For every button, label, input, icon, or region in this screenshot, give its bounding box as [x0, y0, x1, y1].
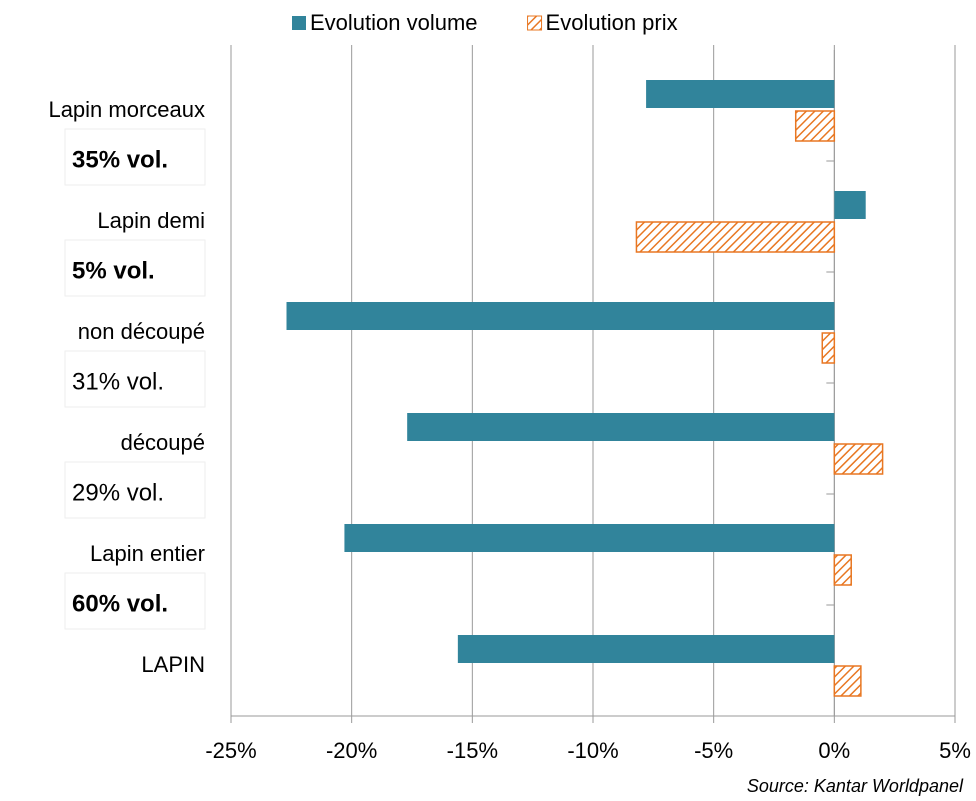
annotation: 35% vol.: [72, 146, 168, 173]
x-tick-label: -20%: [326, 738, 377, 763]
annotation: 60% vol.: [72, 590, 168, 617]
x-tick-label: -10%: [567, 738, 618, 763]
bar: [794, 110, 836, 142]
legend-swatch: [292, 16, 306, 30]
bar: [646, 80, 835, 108]
bar: [833, 665, 862, 697]
bar: [833, 554, 852, 586]
annotation: 29% vol.: [72, 479, 164, 506]
bar: [286, 302, 835, 330]
x-tick-label: 5%: [939, 738, 971, 763]
category-label: Lapin morceaux: [48, 97, 205, 122]
legend-label: Evolution volume: [310, 10, 478, 35]
category-label: Lapin entier: [90, 541, 205, 566]
bar: [834, 191, 866, 219]
annotation-box: [64, 239, 206, 297]
x-tick-label: -5%: [694, 738, 733, 763]
category-label: LAPIN: [141, 652, 205, 677]
category-label: découpé: [121, 430, 205, 455]
legend-swatch: [527, 15, 543, 31]
category-label: non découpé: [78, 319, 205, 344]
bar: [635, 221, 836, 253]
annotation-box: [64, 350, 206, 408]
bar: [407, 413, 835, 441]
bar: [833, 443, 884, 475]
annotation-box: [64, 572, 206, 630]
annotation: 5% vol.: [72, 257, 155, 284]
bar: [344, 524, 835, 552]
legend-label: Evolution prix: [546, 10, 678, 35]
x-tick-label: 0%: [818, 738, 850, 763]
annotation-box: [64, 128, 206, 186]
category-label: Lapin demi: [97, 208, 205, 233]
x-tick-label: -25%: [205, 738, 256, 763]
source: Source: Kantar Worldpanel: [747, 776, 964, 796]
bar: [457, 635, 835, 663]
annotation-box: [64, 461, 206, 519]
bar: [821, 332, 836, 364]
x-tick-label: -15%: [447, 738, 498, 763]
annotation: 31% vol.: [72, 368, 164, 395]
